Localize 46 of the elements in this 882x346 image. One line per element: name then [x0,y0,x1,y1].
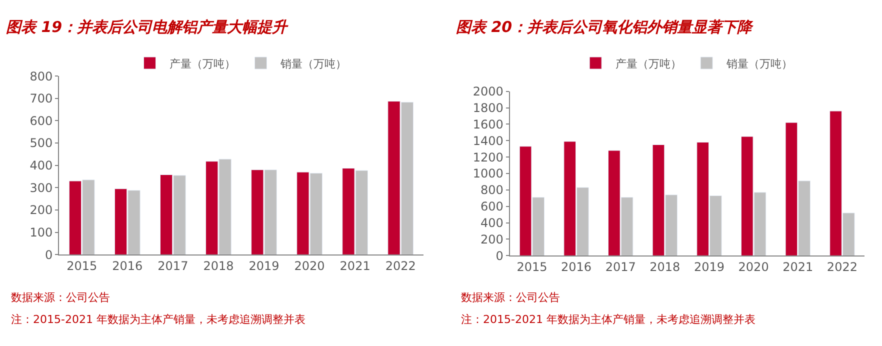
y-tick-label: 200 [30,203,53,218]
legend-label: 产量（万吨） [616,57,682,70]
x-tick-label: 2016 [112,259,143,274]
y-tick-label: 2000 [472,84,504,99]
x-tick-label: 2020 [738,260,769,274]
x-tick-label: 2022 [826,260,858,274]
y-tick-label: 1800 [472,100,504,115]
y-tick-label: 600 [480,200,504,214]
chart-title: 图表 20：并表后公司氧化铝外销量显著下降 [456,18,754,36]
x-tick-label: 2017 [605,260,636,274]
y-tick-label: 400 [30,158,53,173]
y-tick-label: 800 [30,69,53,84]
x-tick-label: 2021 [340,259,370,274]
y-tick-label: 700 [30,92,53,106]
y-tick-label: 1000 [472,166,504,181]
y-tick-label: 100 [30,226,53,240]
x-tick-label: 2015 [516,260,548,274]
y-tick-label: 300 [30,180,53,195]
x-tick-label: 2019 [248,259,280,274]
y-tick-label: 1400 [472,134,504,148]
x-tick-label: 2019 [694,260,725,274]
source-note: 数据来源：公司公告 [461,291,560,304]
y-tick-label: 800 [480,183,504,198]
x-tick-label: 2017 [158,259,188,274]
x-tick-label: 2022 [385,259,416,274]
x-tick-label: 2021 [782,260,814,274]
text: 注：2015-2021 年数据为主体产销量，未考虑追溯调整并表 [461,313,756,326]
y-tick-label: 0 [496,248,504,263]
chart-title: 图表 19：并表后公司电解铝产量大幅提升 [6,18,290,36]
legend-label: 销量（万吨） [280,57,347,70]
y-tick-label: 0 [45,248,53,262]
y-tick-label: 200 [480,232,504,246]
x-tick-label: 2020 [294,259,325,274]
x-tick-label: 2015 [66,259,98,274]
x-tick-label: 2016 [561,260,592,274]
source-note: 数据来源：公司公告 [11,291,110,304]
legend-label: 销量（万吨） [726,57,793,70]
y-tick-label: 600 [30,114,53,128]
y-tick-label: 400 [480,216,504,230]
legend-label: 产量（万吨） [170,57,236,70]
x-tick-label: 2018 [650,260,680,274]
y-tick-label: 1600 [472,117,504,132]
y-tick-label: 500 [30,136,53,150]
text: 注：2015-2021 年数据为主体产销量，未考虑追溯调整并表 [11,313,306,326]
x-tick-label: 2018 [203,259,234,274]
y-tick-label: 1200 [472,150,504,164]
